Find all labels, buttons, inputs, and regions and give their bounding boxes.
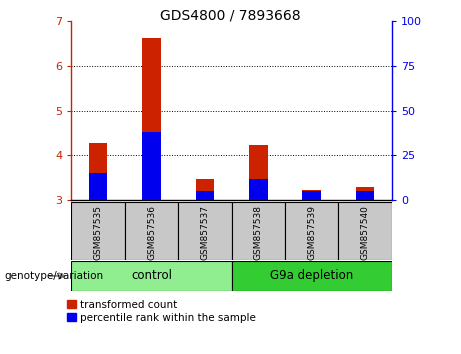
Bar — [302, 191, 321, 200]
Text: control: control — [131, 269, 172, 282]
Bar — [142, 132, 161, 200]
Bar — [89, 173, 107, 200]
Bar — [89, 143, 107, 200]
Bar — [195, 191, 214, 200]
Text: GSM857536: GSM857536 — [147, 205, 156, 260]
Bar — [249, 178, 268, 200]
Text: genotype/variation: genotype/variation — [5, 271, 104, 281]
Bar — [338, 202, 392, 260]
Bar — [231, 261, 392, 291]
Bar — [71, 202, 125, 260]
Bar — [125, 202, 178, 260]
Text: GSM857539: GSM857539 — [307, 205, 316, 260]
Bar — [356, 191, 374, 200]
Bar — [356, 188, 374, 200]
Text: GSM857538: GSM857538 — [254, 205, 263, 260]
Bar — [142, 38, 161, 200]
Bar — [302, 190, 321, 200]
Bar — [195, 179, 214, 200]
Bar — [231, 202, 285, 260]
Text: GSM857540: GSM857540 — [361, 205, 370, 259]
Text: GSM857535: GSM857535 — [94, 205, 103, 260]
Text: G9a depletion: G9a depletion — [270, 269, 354, 282]
Bar — [249, 145, 268, 200]
Legend: transformed count, percentile rank within the sample: transformed count, percentile rank withi… — [67, 300, 256, 323]
Bar — [178, 202, 231, 260]
Text: GDS4800 / 7893668: GDS4800 / 7893668 — [160, 9, 301, 23]
Text: GSM857537: GSM857537 — [201, 205, 209, 260]
Bar — [285, 202, 338, 260]
Bar — [71, 261, 231, 291]
